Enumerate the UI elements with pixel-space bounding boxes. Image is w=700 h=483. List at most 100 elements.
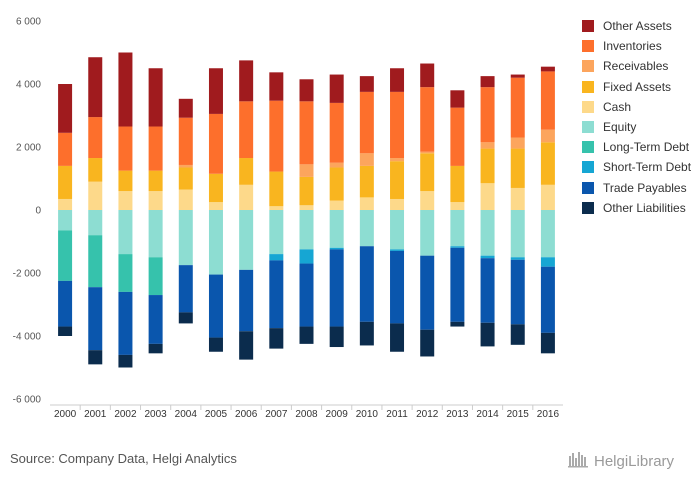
bar-inventories-2014 (480, 87, 495, 143)
bar-other-assets-2013 (450, 90, 465, 108)
bar-other-liabilities-2015 (510, 324, 525, 345)
bar-trade-payables-2011 (390, 250, 405, 324)
legend-item: Trade Payables (582, 178, 691, 198)
bar-cash-2011 (390, 198, 405, 210)
bar-cash-2008 (299, 205, 314, 210)
x-axis: 2000 2001 2002 2003 2004 2005 2006 2007 2008 2009… (54, 405, 560, 420)
bar-trade-payables-2005 (208, 274, 223, 338)
bar-fixed-assets-2002 (118, 170, 133, 192)
bar-cash-2016 (540, 184, 555, 210)
bar-equity-2013 (450, 210, 465, 247)
bar-inventories-2011 (390, 91, 405, 159)
bar-fixed-assets-2011 (390, 161, 405, 199)
bar-short-term-debt-2008 (299, 249, 314, 264)
legend-item: Other Assets (582, 16, 691, 36)
bar-trade-payables-2009 (329, 249, 344, 327)
bar-short-term-debt-2014 (480, 255, 495, 259)
legend: Other Assets Inventories Receivables Fixed … (582, 16, 691, 218)
legend-swatch (582, 121, 594, 134)
legend-label: Other Liabilities (603, 200, 686, 215)
bar-cash-2004 (178, 189, 193, 210)
bar-other-assets-2009 (329, 74, 344, 103)
bar-inventories-2005 (208, 113, 223, 174)
bar-other-liabilities-2004 (178, 312, 193, 324)
bar-cash-2006 (239, 184, 254, 210)
x-tick-label: 2010 (356, 409, 379, 420)
y-tick-label: -6 000 (13, 395, 42, 406)
legend-label: Trade Payables (603, 180, 687, 195)
bar-cash-2000 (58, 198, 73, 210)
legend-swatch (582, 161, 594, 174)
bar-inventories-2003 (148, 126, 163, 171)
legend-item: Receivables (582, 56, 691, 76)
bar-trade-payables-2013 (450, 247, 465, 322)
bar-equity-2011 (390, 210, 405, 250)
y-tick-label: 6 000 (16, 17, 41, 28)
legend-swatch (582, 40, 594, 53)
bar-other-liabilities-2016 (540, 332, 555, 354)
bar-other-liabilities-2000 (58, 326, 73, 336)
x-tick-label: 2014 (476, 409, 499, 420)
bar-fixed-assets-2003 (148, 170, 163, 192)
bar-trade-payables-2014 (480, 258, 495, 323)
bar-short-term-debt-2007 (269, 254, 284, 261)
legend-label: Receivables (603, 59, 669, 74)
legend-swatch (582, 60, 594, 73)
legend-label: Inventories (603, 39, 662, 54)
bar-other-assets-2002 (118, 52, 133, 127)
legend-swatch (582, 201, 594, 214)
bar-cash-2013 (450, 202, 465, 211)
bar-receivables-2012 (420, 151, 435, 154)
bar-inventories-2002 (118, 126, 133, 171)
bar-other-liabilities-2010 (359, 321, 374, 346)
bar-equity-2007 (269, 210, 284, 255)
bar-trade-payables-2015 (510, 259, 525, 325)
bar-other-assets-2000 (58, 84, 73, 133)
bar-other-assets-2004 (178, 98, 193, 118)
brand-name: HelgiLibrary (594, 452, 675, 470)
bar-receivables-2008 (299, 164, 314, 177)
bar-cash-2012 (420, 191, 435, 210)
bar-fixed-assets-2009 (329, 167, 344, 201)
library-icon (568, 450, 590, 472)
y-tick-label: 2 000 (16, 143, 41, 154)
bar-trade-payables-2006 (239, 269, 254, 332)
bar-equity-2012 (420, 210, 435, 256)
legend-item: Short-Term Debt (582, 157, 691, 177)
bar-cash-2002 (118, 191, 133, 210)
bar-short-term-debt-2016 (540, 257, 555, 267)
x-tick-label: 2009 (326, 409, 349, 420)
x-tick-label: 2004 (175, 409, 198, 420)
x-tick-label: 2006 (235, 409, 258, 420)
x-tick-label: 2005 (205, 409, 228, 420)
bar-trade-payables-2004 (178, 265, 193, 313)
bar-other-assets-2016 (540, 66, 555, 72)
x-tick-label: 2000 (54, 409, 77, 420)
bar-other-assets-2011 (390, 68, 405, 92)
bar-long-term-debt-2002 (118, 254, 133, 292)
bar-inventories-2013 (450, 107, 465, 166)
bar-inventories-2000 (58, 132, 73, 166)
bar-cash-2014 (480, 183, 495, 210)
bar-receivables-2014 (480, 142, 495, 149)
bar-fixed-assets-2007 (269, 171, 284, 207)
bar-trade-payables-2000 (58, 280, 73, 327)
bar-receivables-2011 (390, 158, 405, 162)
bar-fixed-assets-2008 (299, 176, 314, 206)
x-tick-label: 2015 (507, 409, 530, 420)
x-tick-label: 2016 (537, 409, 560, 420)
y-tick-label: 4 000 (16, 80, 41, 91)
x-tick-label: 2001 (84, 409, 107, 420)
bar-equity-2000 (58, 210, 73, 231)
bar-other-liabilities-2011 (390, 323, 405, 352)
bar-short-term-debt-2011 (390, 249, 405, 251)
bar-fixed-assets-2005 (208, 173, 223, 203)
x-tick-label: 2008 (295, 409, 318, 420)
bar-cash-2007 (269, 206, 284, 210)
bar-inventories-2008 (299, 101, 314, 165)
bar-other-liabilities-2008 (299, 326, 314, 344)
bar-long-term-debt-2000 (58, 230, 73, 281)
bar-other-liabilities-2001 (88, 350, 103, 365)
bar-inventories-2006 (239, 101, 254, 159)
bar-other-liabilities-2003 (148, 343, 163, 354)
